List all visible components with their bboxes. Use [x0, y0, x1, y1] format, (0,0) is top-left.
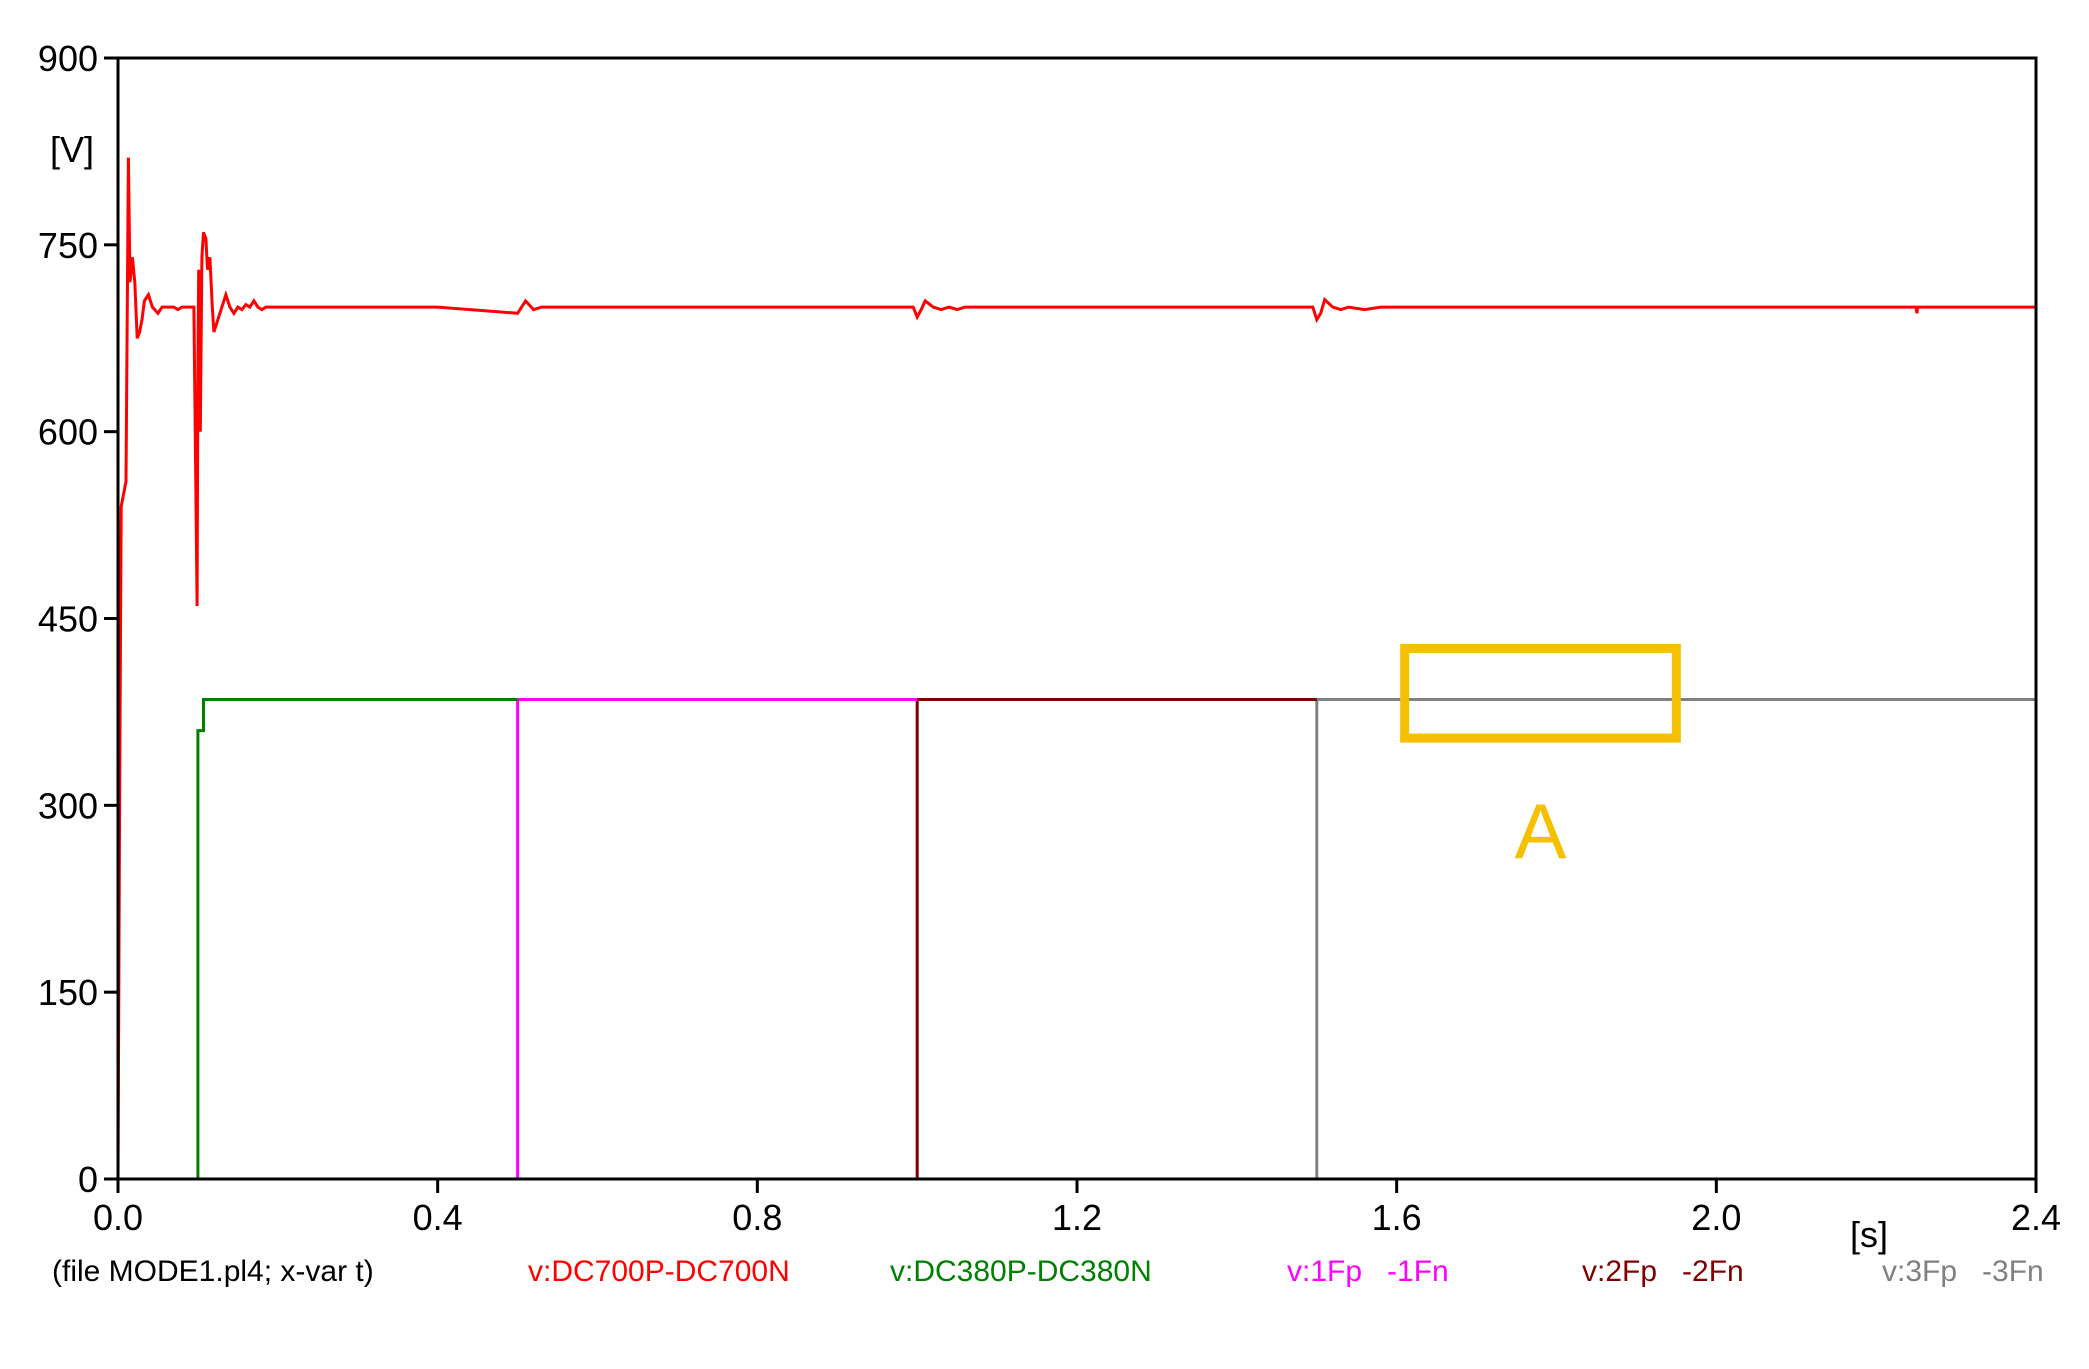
y-tick-label: 750 — [38, 225, 98, 266]
legend-entry: v:2Fp -2Fn — [1582, 1255, 1744, 1288]
x-tick-label: 2.4 — [2011, 1197, 2061, 1238]
plot-frame — [116, 56, 2038, 1181]
series-layer — [116, 157, 2036, 1181]
file-info-label: (file MODE1.pl4; x-var t) — [52, 1255, 374, 1288]
y-tick-label: 300 — [38, 785, 98, 826]
series-line-1 — [116, 157, 2036, 1180]
series-line-5 — [118, 698, 2036, 1181]
series-line-2 — [118, 698, 518, 1181]
y-tick-label: 450 — [38, 599, 98, 640]
y-tick-label: 0 — [78, 1159, 98, 1200]
y-axis-label: [V] — [50, 129, 94, 170]
legend: v:DC700P-DC700N v:DC380P-DC380N v:1Fp -1Fn… — [528, 1255, 2044, 1288]
x-tick-label: 2.0 — [1691, 1197, 1741, 1238]
x-tick-label: 0.4 — [413, 1197, 463, 1238]
x-tick-label: 0.8 — [732, 1197, 782, 1238]
axis-layer: 0 150 300 450 600 750 900 0.0 0.4 0.8 1.2 1.6 2.0 2.4 — [38, 38, 2061, 1238]
x-tick-label: 1.6 — [1372, 1197, 1422, 1238]
annotation-layer: A — [1400, 643, 1681, 875]
x-axis-label: [s] — [1850, 1214, 1888, 1255]
y-tick-label: 600 — [38, 412, 98, 453]
legend-entry: v:DC700P-DC700N — [528, 1255, 790, 1288]
y-tick-label: 900 — [38, 38, 98, 79]
x-tick-label: 0.0 — [93, 1197, 143, 1238]
series-line-4 — [118, 698, 1317, 1181]
x-tick-label: 1.2 — [1052, 1197, 1102, 1238]
annotation-label: A — [1515, 787, 1567, 875]
series-line-3 — [118, 698, 918, 1181]
legend-entry: v:DC380P-DC380N — [890, 1255, 1152, 1288]
legend-entry: v:1Fp -1Fn — [1287, 1255, 1449, 1288]
y-tick-label: 150 — [38, 972, 98, 1013]
legend-entry: v:3Fp -3Fn — [1882, 1255, 2044, 1288]
annotation-box — [1400, 643, 1681, 743]
